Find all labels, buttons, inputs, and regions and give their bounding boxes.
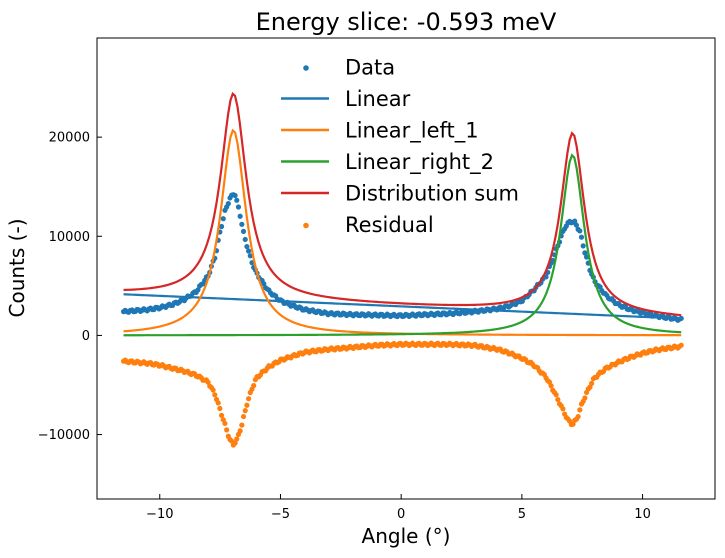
distribution-sum-line — [123, 91, 682, 317]
data-point — [218, 223, 225, 230]
x-tick-label: 5 — [518, 507, 526, 522]
legend-marker-data — [303, 65, 309, 71]
residual-point — [560, 406, 566, 412]
data-point — [220, 216, 226, 222]
residual-point — [232, 440, 238, 446]
residual-point — [582, 395, 588, 401]
data-point — [237, 213, 243, 219]
data-point — [240, 228, 247, 235]
linear-right-2-line — [123, 153, 682, 337]
legend-label-data: Data — [345, 56, 395, 80]
data-point — [577, 228, 583, 234]
data-point — [580, 243, 586, 249]
x-axis-label: Angle (°) — [362, 524, 451, 548]
y-tick-label: 10000 — [49, 230, 90, 245]
data-point — [246, 248, 252, 254]
residual-point — [212, 392, 218, 398]
data-point — [242, 236, 248, 243]
x-tick-label: −5 — [271, 507, 290, 522]
legend: Data Linear Linear_left_1 Linear_right_2 Dis… — [281, 56, 519, 237]
residual-point — [548, 383, 554, 389]
legend-label-linear-left-1: Linear_left_1 — [345, 119, 479, 144]
residual-point — [215, 400, 221, 406]
data-point — [232, 192, 238, 199]
residual-point — [555, 397, 561, 403]
y-tick-label: 20000 — [49, 131, 90, 146]
data-point — [239, 221, 245, 227]
residual-point — [205, 379, 211, 385]
residual-point — [251, 383, 257, 389]
data-point — [573, 222, 580, 228]
linear-line — [123, 293, 682, 320]
data-point — [582, 250, 588, 256]
residual-point — [237, 428, 243, 434]
residual-point — [244, 402, 250, 408]
legend-marker-residual — [303, 222, 309, 229]
plot-area — [120, 91, 684, 448]
data-point — [261, 281, 267, 287]
axes: −10 −5 0 5 10 −10000 0 10000 20000 — [38, 37, 716, 522]
x-tick-label: −10 — [146, 507, 173, 522]
residual-point — [577, 407, 583, 413]
data-point — [247, 253, 253, 259]
residual-point — [589, 380, 595, 386]
data-point — [195, 287, 201, 293]
residual-point — [218, 412, 225, 418]
plot-frame — [96, 37, 716, 500]
residual-point — [222, 420, 228, 427]
data-point — [578, 234, 585, 240]
y-axis-label: Counts (-) — [5, 219, 29, 318]
x-tick-label: 0 — [397, 507, 405, 522]
legend-label-distribution-sum: Distribution sum — [345, 182, 519, 206]
legend-label-linear: Linear — [345, 87, 411, 111]
residual-point — [217, 405, 223, 412]
residual-point — [553, 392, 559, 398]
data-point — [572, 218, 578, 224]
legend-label-residual: Residual — [345, 213, 434, 237]
residual-point — [575, 414, 581, 420]
residual-point — [242, 408, 248, 414]
chart-title: Energy slice: -0.593 meV — [256, 8, 557, 36]
residual-point — [678, 342, 684, 348]
x-tick-label: 10 — [634, 507, 651, 522]
residual-point — [224, 427, 230, 433]
residual-series — [120, 340, 684, 448]
residual-point — [239, 422, 245, 428]
data-point — [234, 197, 240, 203]
residual-point — [246, 396, 252, 402]
data-point — [244, 243, 250, 250]
data-point — [225, 201, 231, 207]
y-tick-label: −10000 — [38, 428, 90, 443]
residual-point — [234, 436, 240, 442]
residual-point — [210, 387, 216, 393]
data-point — [235, 204, 242, 210]
legend-label-linear-right-2: Linear_right_2 — [345, 150, 494, 175]
y-tick-label: 0 — [82, 329, 90, 344]
residual-point — [240, 413, 247, 420]
